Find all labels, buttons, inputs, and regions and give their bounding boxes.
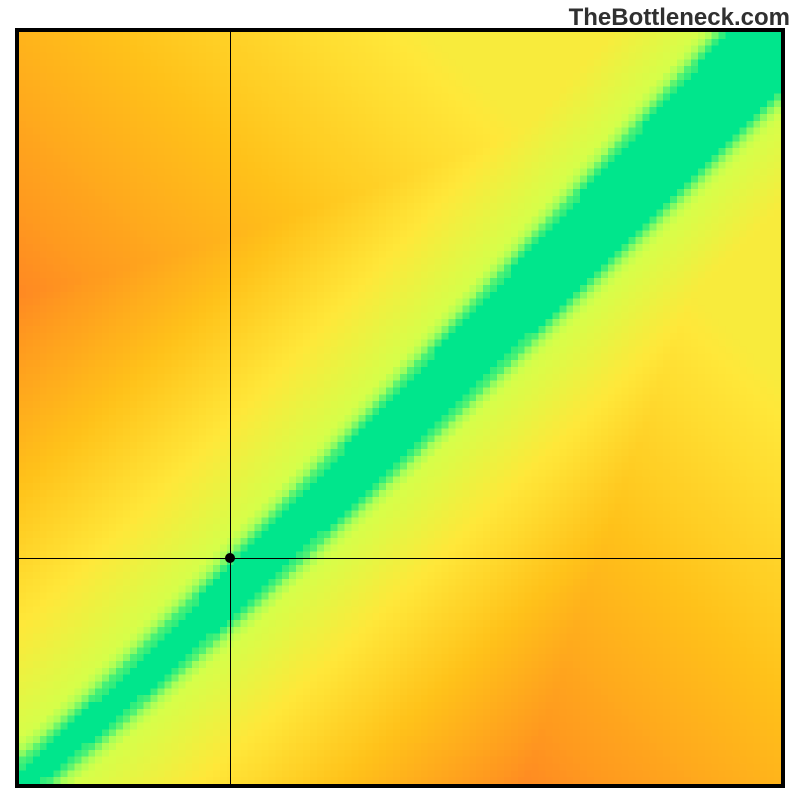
heatmap-canvas	[19, 32, 781, 784]
chart-container: TheBottleneck.com	[0, 0, 800, 800]
watermark-text: TheBottleneck.com	[569, 4, 790, 32]
crosshair-marker	[225, 553, 235, 563]
crosshair-horizontal	[19, 558, 781, 559]
heatmap-canvas-wrap	[19, 32, 781, 784]
crosshair-vertical	[230, 32, 231, 784]
